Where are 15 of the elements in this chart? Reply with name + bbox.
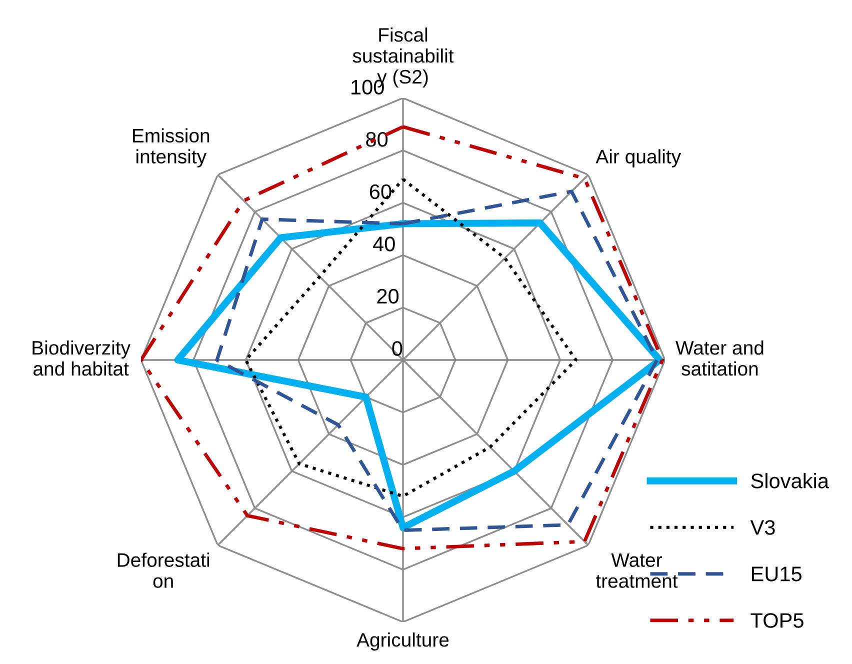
spoke-label: Emission intensity — [133, 128, 210, 168]
spoke-label: Agriculture — [356, 632, 449, 651]
legend-label: TOP5 — [750, 613, 804, 628]
spoke-label: Air quality — [596, 149, 682, 168]
legend-label: V3 — [750, 520, 775, 535]
legend-label: EU15 — [752, 566, 802, 582]
y-tick-label: 40 — [372, 236, 395, 252]
y-tick-label: 20 — [377, 288, 399, 304]
spoke-label: Biodiverzity and habitat — [32, 340, 130, 376]
spoke-label: Water and satitation — [676, 340, 764, 376]
spoke-label: Water treatment — [596, 553, 678, 588]
spoke-label: Deforestati on — [118, 552, 210, 588]
legend-label: Slovakia — [751, 473, 829, 488]
y-tick-label: 0 — [392, 341, 402, 356]
y-tick-label: 60 — [370, 184, 392, 200]
